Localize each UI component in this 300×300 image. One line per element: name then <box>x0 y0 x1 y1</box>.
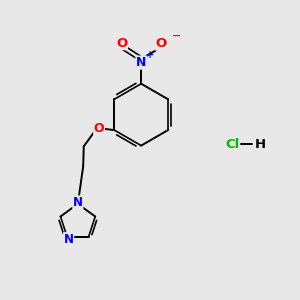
Text: O: O <box>116 37 128 50</box>
Text: N: N <box>73 196 83 209</box>
Text: Cl: Cl <box>225 138 240 151</box>
Text: N: N <box>136 56 146 69</box>
Text: H: H <box>255 138 266 151</box>
Text: O: O <box>94 122 104 135</box>
Text: O: O <box>156 37 167 50</box>
Text: N: N <box>64 233 74 246</box>
Text: +: + <box>146 50 154 59</box>
Text: −: − <box>172 31 181 41</box>
